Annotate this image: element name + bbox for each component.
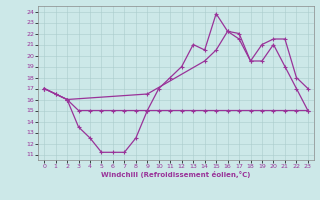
X-axis label: Windchill (Refroidissement éolien,°C): Windchill (Refroidissement éolien,°C) [101, 171, 251, 178]
